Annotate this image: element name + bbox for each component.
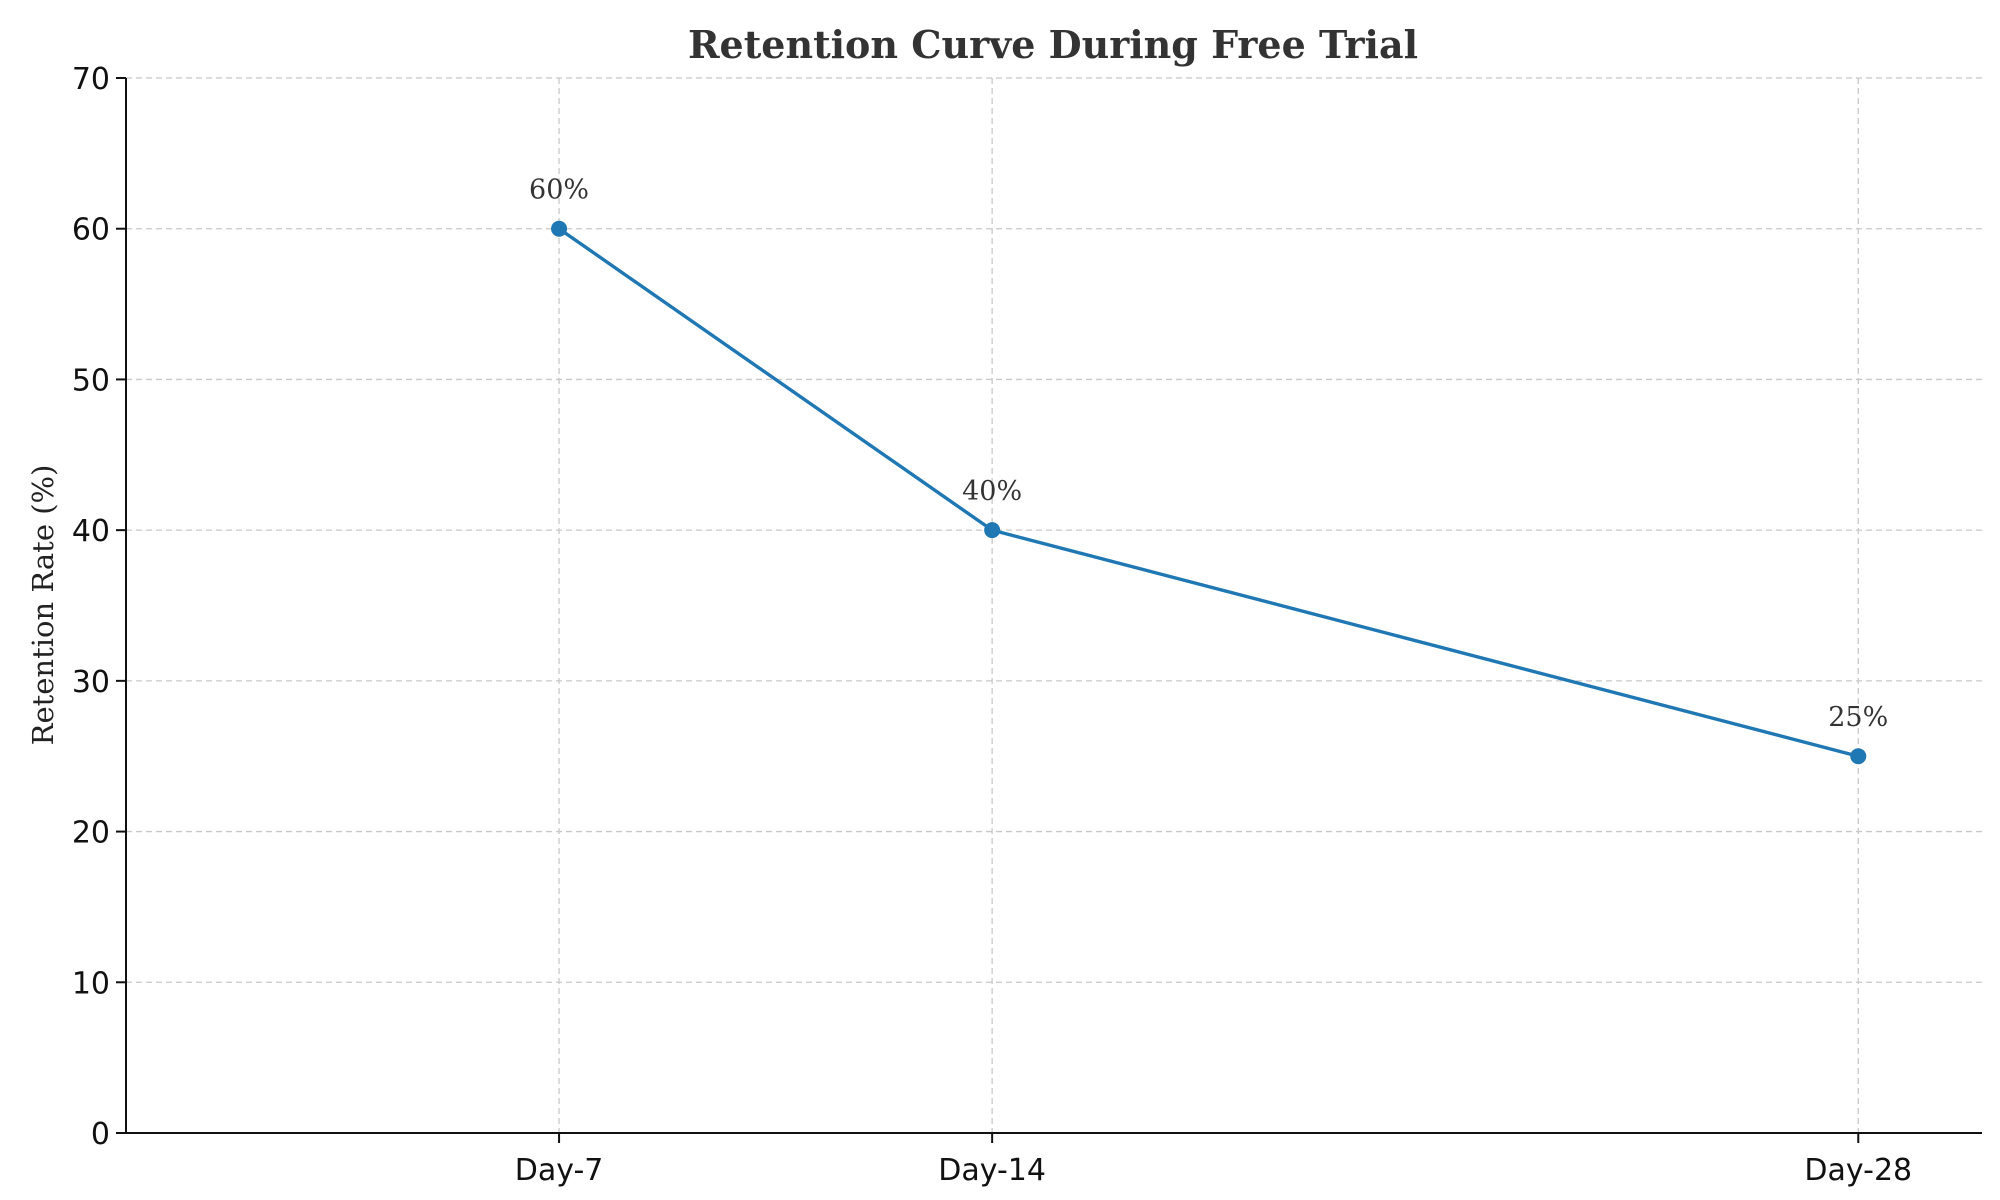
grid-lines bbox=[126, 77, 1982, 1134]
x-tick-label-1: Day-14 bbox=[938, 1153, 1046, 1188]
y-tick-label-5: 50 bbox=[72, 363, 110, 398]
series-layer: 60% 40% 25% bbox=[529, 175, 1888, 765]
data-point-1 bbox=[984, 522, 1001, 539]
series-line-0 bbox=[558, 227, 1859, 758]
data-label-2: 25% bbox=[1828, 702, 1888, 733]
x-tick-label-2: Day-28 bbox=[1804, 1153, 1912, 1188]
y-tick-label-2: 20 bbox=[72, 816, 110, 851]
y-tick-label-6: 60 bbox=[72, 213, 110, 248]
chart-title: Retention Curve During Free Trial bbox=[688, 22, 1418, 67]
data-point-0 bbox=[551, 220, 568, 237]
tick-labels: 0 10 20 30 40 50 60 70 Day-7 Day-14 Day-28 bbox=[72, 62, 1912, 1188]
y-tick-label-0: 0 bbox=[91, 1117, 110, 1152]
y-axis-label: Retention Rate (%) bbox=[26, 465, 60, 746]
data-label-0: 60% bbox=[529, 175, 589, 206]
y-tick-label-3: 30 bbox=[72, 665, 110, 700]
data-label-1: 40% bbox=[962, 476, 1022, 507]
axes bbox=[116, 77, 1982, 1143]
y-tick-label-7: 70 bbox=[72, 62, 110, 97]
data-point-2 bbox=[1850, 748, 1867, 765]
y-tick-label-1: 10 bbox=[72, 966, 110, 1001]
y-tick-label-4: 40 bbox=[72, 514, 110, 549]
x-tick-label-0: Day-7 bbox=[515, 1153, 604, 1188]
